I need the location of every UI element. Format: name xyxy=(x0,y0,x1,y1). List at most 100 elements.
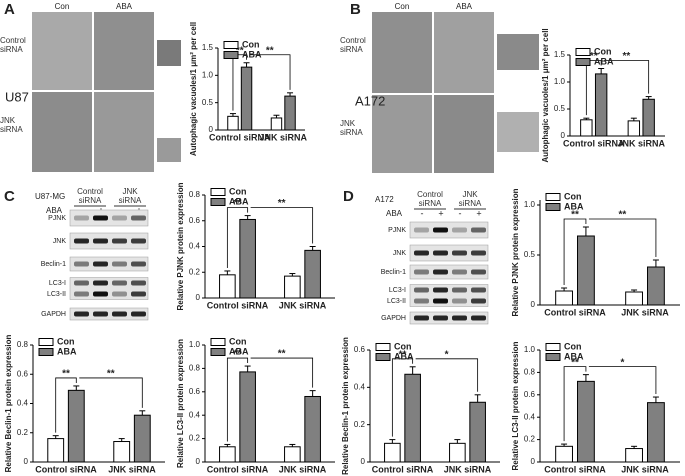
y-tick-label: 0 xyxy=(531,457,536,466)
band xyxy=(471,287,486,293)
legend-label: Con xyxy=(564,341,582,351)
y-axis-label: Relative Beclin-1 protein expression xyxy=(341,337,350,475)
bar xyxy=(239,371,256,463)
band xyxy=(112,215,127,221)
y-tick-label: 0.4 xyxy=(189,242,201,251)
y-tick-label: 0.6 xyxy=(17,369,29,378)
band xyxy=(131,280,146,286)
legend-swatch xyxy=(223,51,239,59)
micrograph xyxy=(372,95,432,173)
significance-label: ** xyxy=(234,349,242,360)
band xyxy=(433,287,448,293)
legend-swatch xyxy=(38,338,54,346)
legend-swatch xyxy=(545,343,561,351)
y-tick-label: 0.6 xyxy=(189,216,201,225)
x-tick-label: JNK siRNA xyxy=(617,138,665,148)
bar xyxy=(227,115,239,131)
significance-bracket xyxy=(391,358,414,437)
y-tick-label: 0.6 xyxy=(354,345,366,354)
blot-strip xyxy=(409,244,489,262)
micrograph xyxy=(94,92,154,172)
band xyxy=(93,280,108,286)
micrograph xyxy=(434,12,494,93)
band xyxy=(74,238,89,244)
micrograph xyxy=(434,95,494,173)
y-tick-label: 0.6 xyxy=(524,390,536,399)
x-tick-label: JNK siRNA xyxy=(279,300,327,310)
significance-label: ** xyxy=(278,198,286,209)
y-tick-label: 0 xyxy=(361,457,366,466)
band xyxy=(414,250,429,256)
legend-label: ABA xyxy=(57,346,77,356)
bar xyxy=(577,235,595,306)
significance-bracket xyxy=(415,358,479,392)
legend-swatch xyxy=(223,41,239,49)
y-axis-label: Autophagic vacuoles/1 μm² per cell xyxy=(541,28,550,162)
band xyxy=(112,280,127,286)
y-tick-label: 0.5 xyxy=(554,104,566,113)
x-tick-label: JNK siRNA xyxy=(279,464,327,474)
band xyxy=(131,261,146,267)
y-tick-label: 0 xyxy=(196,457,201,466)
bar xyxy=(594,73,608,137)
significance-bracket xyxy=(250,357,314,388)
bar xyxy=(284,95,296,131)
y-tick-label: 0.8 xyxy=(17,340,29,349)
sign: + xyxy=(476,208,481,218)
blot-strip xyxy=(69,256,149,272)
protein-label: LC3-I xyxy=(49,280,66,287)
x-tick-label: Control siRNA xyxy=(207,464,269,474)
x-tick-label: JNK siRNA xyxy=(621,307,669,317)
y-axis-label: Relative Beclin-1 protein expression xyxy=(4,334,13,472)
band xyxy=(93,311,108,317)
x-tick-label: JNK siRNA xyxy=(621,464,669,474)
band xyxy=(471,298,486,304)
bar xyxy=(555,290,573,306)
blot-title: U87-MG xyxy=(35,192,65,201)
legend-label: ABA xyxy=(229,346,249,356)
protein-label: PJNK xyxy=(48,215,66,222)
band xyxy=(74,215,89,221)
significance-bracket xyxy=(604,60,650,94)
bar xyxy=(240,66,253,131)
y-tick-label: 1.0 xyxy=(189,340,201,349)
band xyxy=(93,291,108,297)
significance-label: ** xyxy=(62,369,70,380)
significance-label: ** xyxy=(571,210,579,221)
legend-swatch xyxy=(210,198,226,206)
legend-label: ABA xyxy=(594,56,614,66)
bar xyxy=(647,266,665,306)
y-tick-label: 1.0 xyxy=(554,77,566,86)
row-label: Control siRNA xyxy=(340,36,366,54)
significance-label: ** xyxy=(107,369,115,380)
y-tick-label: 1.0 xyxy=(202,70,214,79)
x-tick-label: JNK siRNA xyxy=(444,464,492,474)
y-tick-label: 0.8 xyxy=(524,368,536,377)
legend-label: Con xyxy=(564,191,582,201)
protein-label: JNK xyxy=(53,238,67,245)
blot-strip xyxy=(409,311,489,325)
band xyxy=(74,311,89,317)
band xyxy=(452,298,467,304)
significance-bracket xyxy=(232,54,247,111)
y-axis-label: Relative PJNK protein expression xyxy=(176,182,185,310)
significance-label: ** xyxy=(399,349,407,360)
bar xyxy=(284,446,301,463)
significance-bracket xyxy=(249,54,291,90)
y-tick-label: 0.8 xyxy=(189,364,201,373)
y-tick-label: 1.5 xyxy=(554,50,566,59)
inset xyxy=(157,40,181,66)
bar xyxy=(625,448,643,463)
band xyxy=(433,227,448,233)
y-tick-label: 0.4 xyxy=(524,412,536,421)
band xyxy=(74,280,89,286)
bar xyxy=(270,117,283,131)
bar xyxy=(133,414,151,463)
y-tick-label: 1.0 xyxy=(524,345,536,354)
y-tick-label: 0 xyxy=(561,131,566,140)
micrograph xyxy=(372,12,432,93)
band xyxy=(131,311,146,317)
cell-line: A172 xyxy=(355,93,385,108)
